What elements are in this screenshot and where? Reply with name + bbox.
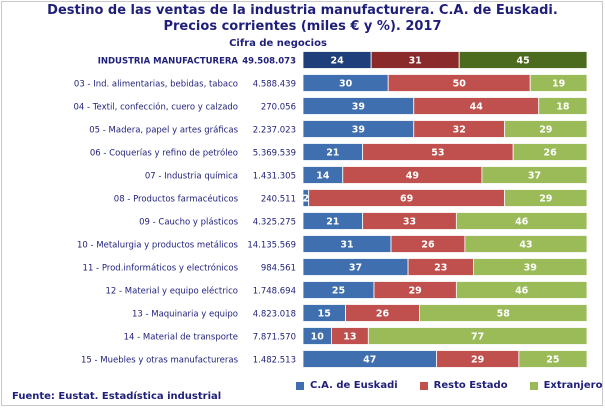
category-label: 12 - Material y equipo eléctrico xyxy=(106,286,238,297)
chart-subtitle: Precios corrientes (miles € y %). 2017 xyxy=(163,19,442,34)
data-label: 15 xyxy=(318,309,331,320)
category-label: 09 - Caucho y plásticos xyxy=(139,218,238,228)
turnover-value: 4.823.018 xyxy=(253,310,296,320)
data-label: 39 xyxy=(352,102,365,113)
data-label: 31 xyxy=(340,240,353,251)
data-label: 29 xyxy=(539,194,552,205)
turnover-value: 4.325.275 xyxy=(253,218,296,228)
turnover-value: 4.588.439 xyxy=(253,80,296,90)
bar-segment xyxy=(472,258,588,276)
legend-label: Resto Estado xyxy=(433,380,508,391)
data-label: 58 xyxy=(497,309,511,320)
category-label: 05 - Madera, papel y artes gráficas xyxy=(89,126,238,136)
bar-segment xyxy=(455,281,588,299)
data-label: 21 xyxy=(326,148,339,159)
data-label: 23 xyxy=(434,263,447,274)
turnover-value: 240.511 xyxy=(261,195,296,205)
data-label: 77 xyxy=(471,332,484,343)
turnover-value: 270.056 xyxy=(261,103,296,113)
data-label: 29 xyxy=(539,125,552,136)
legend-swatch xyxy=(296,381,304,390)
data-label: 46 xyxy=(515,217,529,228)
data-label: 25 xyxy=(332,286,345,297)
bar-segment xyxy=(538,97,588,115)
turnover-value: 49.508.073 xyxy=(242,57,296,67)
data-label: 37 xyxy=(528,171,541,182)
turnover-value: 1.748.694 xyxy=(253,287,296,297)
legend-label: Extranjero xyxy=(543,380,603,391)
chart-legend: C.A. de Euskadi Resto Estado Extranjero xyxy=(296,380,602,391)
bar-segment xyxy=(464,235,588,253)
category-label: 14 - Material de transporte xyxy=(124,333,238,343)
data-label: 25 xyxy=(546,355,559,366)
bar-segment xyxy=(419,304,588,322)
bar-segment xyxy=(504,189,588,207)
legend-swatch xyxy=(529,381,538,390)
data-label: 44 xyxy=(470,102,484,113)
category-label: 13 - Maquinaria y equipo xyxy=(132,310,238,320)
data-label: 37 xyxy=(349,263,362,274)
bar-segment xyxy=(367,327,588,345)
turnover-value: 14.135.569 xyxy=(247,241,296,251)
data-label: 33 xyxy=(403,217,416,228)
bar-segment xyxy=(458,51,588,69)
data-label: 39 xyxy=(524,263,537,274)
category-label: 08 - Productos farmacéuticos xyxy=(114,194,239,205)
data-label: 39 xyxy=(352,125,365,136)
legend-label: C.A. de Euskadi xyxy=(310,380,398,391)
source-note: Fuente: Eustat. Estadística industrial xyxy=(12,391,222,402)
bar-segment xyxy=(518,350,588,368)
category-label: 04 - Textil, confección, cuero y calzado xyxy=(73,102,238,113)
turnover-value: 1.431.305 xyxy=(253,172,296,182)
legend-swatch xyxy=(419,381,428,390)
chart-title: Destino de las ventas de la industria ma… xyxy=(47,3,558,18)
turnover-value: 2.237.023 xyxy=(253,126,296,136)
turnover-value: 7.871.570 xyxy=(253,333,296,343)
data-label: 46 xyxy=(515,286,529,297)
data-label: 32 xyxy=(453,125,466,136)
data-label: 14 xyxy=(316,171,330,182)
turnover-value: 984.561 xyxy=(261,264,296,274)
data-label: 19 xyxy=(552,79,565,90)
data-label: 29 xyxy=(471,355,484,366)
bar-segment xyxy=(512,143,588,161)
data-label: 13 xyxy=(343,332,356,343)
category-label: 07 - Industria química xyxy=(145,172,238,182)
legend-item: Resto Estado xyxy=(419,380,508,391)
data-label: 49 xyxy=(406,171,419,182)
data-label: 2 xyxy=(303,194,310,205)
category-label: INDUSTRIA MANUFACTURERA xyxy=(98,57,239,67)
data-label: 29 xyxy=(409,286,422,297)
data-label: 47 xyxy=(363,355,376,366)
data-label: 50 xyxy=(453,79,467,90)
data-label: 26 xyxy=(376,309,390,320)
bar-segment xyxy=(504,120,588,138)
data-label: 45 xyxy=(516,56,529,67)
legend-item: C.A. de Euskadi xyxy=(296,380,398,391)
bar-segment xyxy=(481,166,588,184)
bar-segment xyxy=(529,74,588,92)
category-label: 10 - Metalurgia y productos metálicos xyxy=(77,241,239,251)
bar-segment xyxy=(455,212,588,230)
turnover-value: 5.369.539 xyxy=(253,149,296,159)
data-label: 21 xyxy=(326,217,339,228)
data-label: 10 xyxy=(311,332,325,343)
data-label: 18 xyxy=(556,102,570,113)
value-column-header: Cifra de negocios xyxy=(229,38,327,49)
category-label: 15 - Muebles y otras manufactureras xyxy=(81,356,239,366)
turnover-value: 1.482.513 xyxy=(253,356,296,366)
data-label: 43 xyxy=(519,240,532,251)
category-label: 11 - Prod.informáticos y electrónicos xyxy=(83,263,239,274)
data-label: 26 xyxy=(543,148,557,159)
data-label: 53 xyxy=(431,148,444,159)
data-label: 31 xyxy=(409,56,422,67)
data-label: 30 xyxy=(339,79,353,90)
data-label: 69 xyxy=(400,194,413,205)
data-label: 26 xyxy=(421,240,435,251)
data-label: 24 xyxy=(330,56,344,67)
category-label: 06 - Coquerías y refino de petróleo xyxy=(90,148,238,159)
legend-item: Extranjero xyxy=(529,380,603,391)
category-label: 03 - Ind. alimentarias, bebidas, tabaco xyxy=(74,80,238,90)
